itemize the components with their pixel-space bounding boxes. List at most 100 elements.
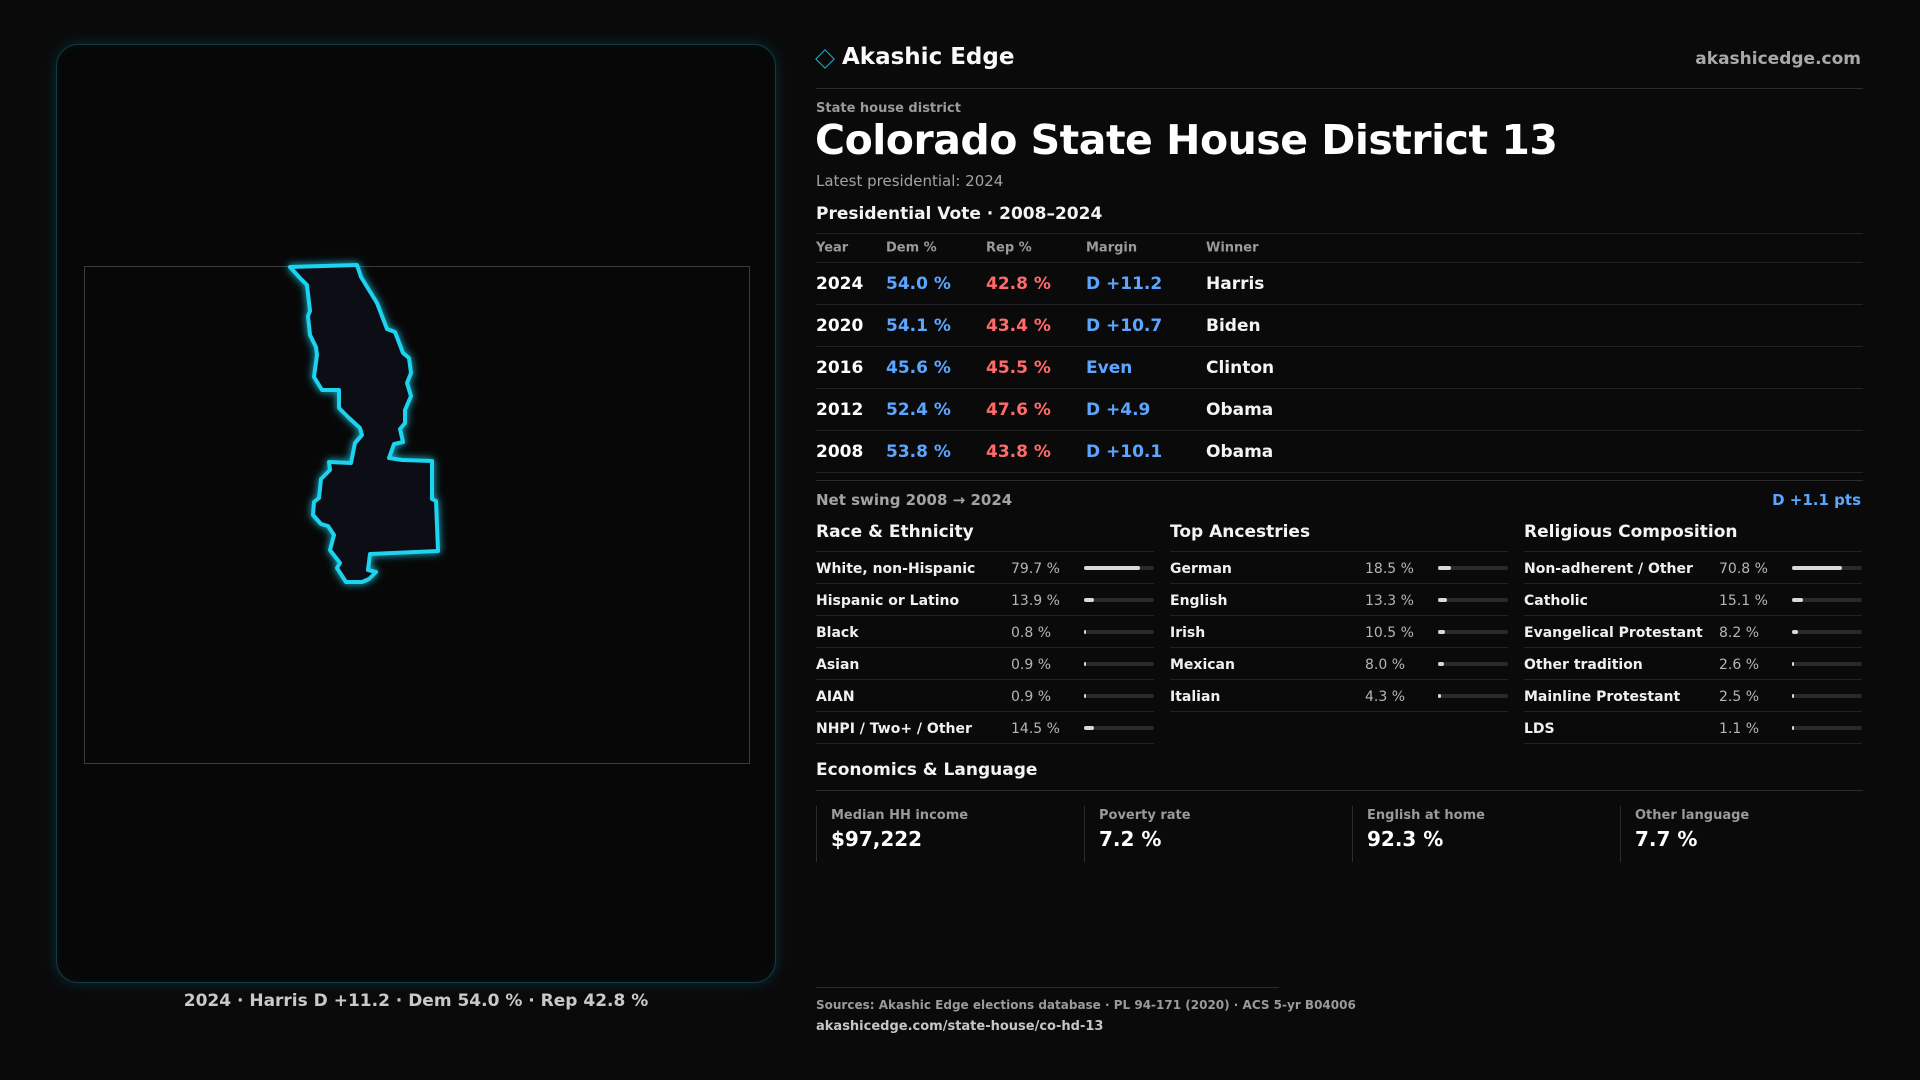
ancestries-section: Top Ancestries German 18.5 % English 13.3 %… bbox=[1170, 521, 1508, 712]
religion-section: Religious Composition Non-adherent / Oth… bbox=[1524, 521, 1862, 744]
item-percent: 0.9 % bbox=[1011, 689, 1052, 705]
net-swing-label: Net swing 2008 → 2024 bbox=[816, 491, 1013, 509]
share-bar-fill bbox=[1792, 694, 1794, 698]
item-label: Irish bbox=[1170, 625, 1206, 641]
item-percent: 0.8 % bbox=[1011, 625, 1052, 641]
column-header-dem: Dem % bbox=[886, 240, 937, 256]
item-percent: 10.5 % bbox=[1365, 625, 1414, 641]
district-kicker: State house district bbox=[816, 101, 961, 116]
item-percent: 13.9 % bbox=[1011, 593, 1060, 609]
presidential-vote-title: Presidential Vote · 2008–2024 bbox=[816, 204, 1103, 224]
share-bar-fill bbox=[1438, 630, 1446, 634]
winner-cell: Obama bbox=[1206, 399, 1274, 420]
item-percent: 18.5 % bbox=[1365, 561, 1414, 577]
share-bar bbox=[1084, 630, 1154, 634]
economics-title: Economics & Language bbox=[816, 760, 1863, 791]
stat-label: English at home bbox=[1367, 808, 1485, 823]
rep-pct-cell: 43.4 % bbox=[986, 315, 1051, 336]
item-label: Other tradition bbox=[1524, 657, 1643, 673]
district-map-panel bbox=[56, 44, 776, 983]
brand-url-link[interactable]: akashicedge.com bbox=[1695, 49, 1861, 69]
item-percent: 0.9 % bbox=[1011, 657, 1052, 673]
stat-poverty-rate: Poverty rate 7.2 % bbox=[1084, 806, 1346, 862]
rep-pct-cell: 42.8 % bbox=[986, 273, 1051, 294]
list-item: Catholic 15.1 % bbox=[1524, 584, 1862, 616]
column-header-margin: Margin bbox=[1086, 240, 1138, 256]
item-label: LDS bbox=[1524, 721, 1555, 737]
item-label: Evangelical Protestant bbox=[1524, 625, 1703, 641]
year-cell: 2020 bbox=[816, 315, 864, 336]
table-row: 2012 52.4 % 47.6 % D +4.9 Obama bbox=[816, 389, 1863, 431]
economics-stats: Median HH income $97,222 Poverty rate 7.… bbox=[816, 806, 1863, 862]
share-bar-fill bbox=[1438, 566, 1451, 570]
share-bar bbox=[1084, 598, 1154, 602]
item-percent: 4.3 % bbox=[1365, 689, 1406, 705]
winner-cell: Harris bbox=[1206, 273, 1265, 294]
table-header: Year Dem % Rep % Margin Winner bbox=[816, 233, 1863, 263]
dem-pct-cell: 54.0 % bbox=[886, 273, 951, 294]
net-swing-row: Net swing 2008 → 2024 D +1.1 pts bbox=[816, 480, 1863, 518]
item-label: White, non-Hispanic bbox=[816, 561, 976, 577]
year-cell: 2008 bbox=[816, 441, 864, 462]
margin-cell: D +4.9 bbox=[1086, 399, 1151, 420]
year-cell: 2016 bbox=[816, 357, 864, 378]
stat-label: Median HH income bbox=[831, 808, 969, 823]
district-map bbox=[288, 263, 440, 584]
share-bar-fill bbox=[1792, 598, 1803, 602]
table-row: 2024 54.0 % 42.8 % D +11.2 Harris bbox=[816, 263, 1863, 305]
share-bar-fill bbox=[1438, 598, 1448, 602]
district-outline bbox=[288, 263, 440, 584]
share-bar bbox=[1792, 598, 1862, 602]
diamond-icon bbox=[815, 49, 835, 69]
share-bar bbox=[1084, 694, 1154, 698]
sources-footer: Sources: Akashic Edge elections database… bbox=[816, 987, 1356, 1034]
share-bar-fill bbox=[1084, 566, 1140, 570]
margin-cell: D +10.7 bbox=[1086, 315, 1163, 336]
source-url-link[interactable]: akashicedge.com/state-house/co-hd-13 bbox=[816, 1019, 1104, 1034]
column-header-year: Year bbox=[816, 240, 849, 256]
share-bar-fill bbox=[1084, 694, 1086, 698]
table-row: 2016 45.6 % 45.5 % Even Clinton bbox=[816, 347, 1863, 389]
stat-value: 7.7 % bbox=[1635, 827, 1698, 851]
item-percent: 2.5 % bbox=[1719, 689, 1760, 705]
share-bar-fill bbox=[1084, 630, 1086, 634]
winner-cell: Clinton bbox=[1206, 357, 1275, 378]
stat-median-income: Median HH income $97,222 bbox=[816, 806, 1078, 862]
share-bar bbox=[1084, 662, 1154, 666]
list-item: Evangelical Protestant 8.2 % bbox=[1524, 616, 1862, 648]
list-item: White, non-Hispanic 79.7 % bbox=[816, 552, 1154, 584]
dem-pct-cell: 53.8 % bbox=[886, 441, 951, 462]
margin-cell: D +11.2 bbox=[1086, 273, 1163, 294]
list-item: Asian 0.9 % bbox=[816, 648, 1154, 680]
item-percent: 8.2 % bbox=[1719, 625, 1760, 641]
column-header-rep: Rep % bbox=[986, 240, 1032, 256]
share-bar-fill bbox=[1792, 726, 1794, 730]
stat-other-language: Other language 7.7 % bbox=[1620, 806, 1882, 862]
rep-pct-cell: 43.8 % bbox=[986, 441, 1051, 462]
item-percent: 13.3 % bbox=[1365, 593, 1414, 609]
share-bar bbox=[1792, 662, 1862, 666]
share-bar bbox=[1792, 726, 1862, 730]
table-row: 2008 53.8 % 43.8 % D +10.1 Obama bbox=[816, 431, 1863, 473]
stat-value: $97,222 bbox=[831, 827, 923, 851]
share-bar bbox=[1084, 566, 1154, 570]
item-label: English bbox=[1170, 593, 1228, 609]
latest-presidential: Latest presidential: 2024 bbox=[816, 172, 1004, 190]
page-title: Colorado State House District 13 bbox=[815, 116, 1558, 164]
list-item: NHPI / Two+ / Other 14.5 % bbox=[816, 712, 1154, 744]
item-label: Asian bbox=[816, 657, 860, 673]
item-label: German bbox=[1170, 561, 1232, 577]
stat-label: Other language bbox=[1635, 808, 1750, 823]
item-percent: 79.7 % bbox=[1011, 561, 1060, 577]
item-label: Non-adherent / Other bbox=[1524, 561, 1693, 577]
stat-value: 92.3 % bbox=[1367, 827, 1444, 851]
share-bar bbox=[1792, 630, 1862, 634]
item-label: Italian bbox=[1170, 689, 1221, 705]
share-bar bbox=[1084, 726, 1154, 730]
brand-name[interactable]: Akashic Edge bbox=[842, 44, 1015, 70]
item-percent: 15.1 % bbox=[1719, 593, 1768, 609]
state-boundary-frame bbox=[84, 266, 750, 764]
list-item: German 18.5 % bbox=[1170, 552, 1508, 584]
item-label: NHPI / Two+ / Other bbox=[816, 721, 972, 737]
rep-pct-cell: 47.6 % bbox=[986, 399, 1051, 420]
